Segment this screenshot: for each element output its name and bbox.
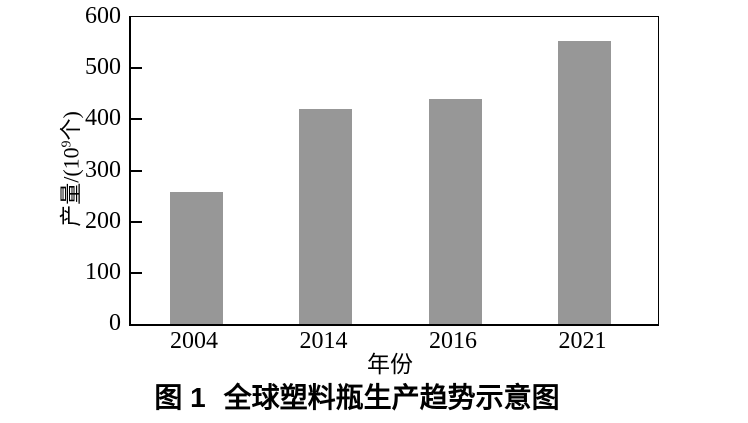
figure-caption: 图 1 全球塑料瓶生产趋势示意图 <box>154 383 559 413</box>
x-tick-label-2016: 2016 <box>429 328 477 354</box>
x-tick-label-2021: 2021 <box>558 328 607 354</box>
y-axis-title-superscript: 9 <box>58 140 74 148</box>
y-tick-mark <box>131 67 142 70</box>
x-tick-label-2014: 2014 <box>299 328 348 354</box>
y-tick-label: 200 <box>85 207 121 234</box>
figure-number: 图 1 <box>154 382 206 413</box>
x-tick-label-2004: 2004 <box>170 328 218 354</box>
y-tick-label: 600 <box>85 3 121 29</box>
x-axis-title: 年份 <box>367 352 413 377</box>
y-tick-mark <box>131 118 142 121</box>
y-tick-mark <box>131 271 142 274</box>
bar-2021 <box>558 41 611 324</box>
y-tick-mark <box>131 169 142 172</box>
figure-title: 全球塑料瓶生产趋势示意图 <box>223 382 560 413</box>
y-tick-label: 100 <box>85 258 121 285</box>
bar-2014 <box>299 108 352 324</box>
y-tick-label: 0 <box>109 310 121 336</box>
y-tick-label: 300 <box>85 156 121 183</box>
bar-2016 <box>428 99 482 324</box>
y-tick-label: 400 <box>85 105 121 132</box>
plot-area <box>129 16 659 326</box>
y-tick-mark <box>131 220 142 223</box>
y-tick-label: 500 <box>85 54 121 81</box>
bar-2004 <box>169 192 223 324</box>
